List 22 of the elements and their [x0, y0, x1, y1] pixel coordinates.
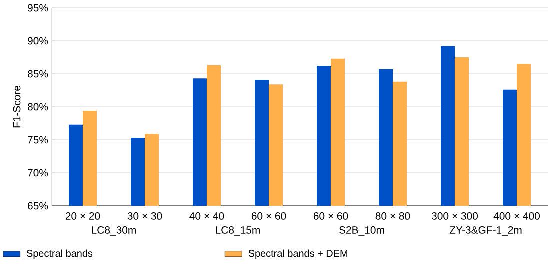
text: ZY-3&GF-1_2m: [450, 226, 522, 236]
text: LC8_30m: [92, 226, 136, 236]
x-tick-label: 30 × 30: [128, 212, 162, 220]
y-tick-label: 90%: [28, 37, 48, 45]
text: LC8_15m: [216, 226, 260, 236]
y-tick-label: 85%: [28, 70, 48, 78]
legend-label: Spectral bands + DEM: [248, 250, 348, 260]
y-axis-title: F1-Score: [13, 86, 21, 128]
y-tick-label: 65%: [28, 202, 48, 210]
x-tick-label: 300 × 300: [432, 212, 478, 220]
x-tick-label: 60 × 60: [252, 212, 286, 220]
y-tick-label: 80%: [28, 103, 48, 111]
text: S2B_10m: [340, 226, 384, 236]
legend-label: Spectral bands: [26, 250, 93, 260]
x-tick-label: 60 × 60: [314, 212, 348, 220]
x-tick-label: 20 × 20: [66, 212, 100, 220]
x-tick-label: 400 × 400: [494, 212, 540, 220]
x-tick-label: 40 × 40: [190, 212, 224, 220]
x-tick-label: 80 × 80: [376, 212, 410, 220]
y-tick-label: 75%: [28, 136, 48, 144]
y-tick-label: 95%: [28, 4, 48, 12]
y-tick-label: 70%: [28, 169, 48, 177]
